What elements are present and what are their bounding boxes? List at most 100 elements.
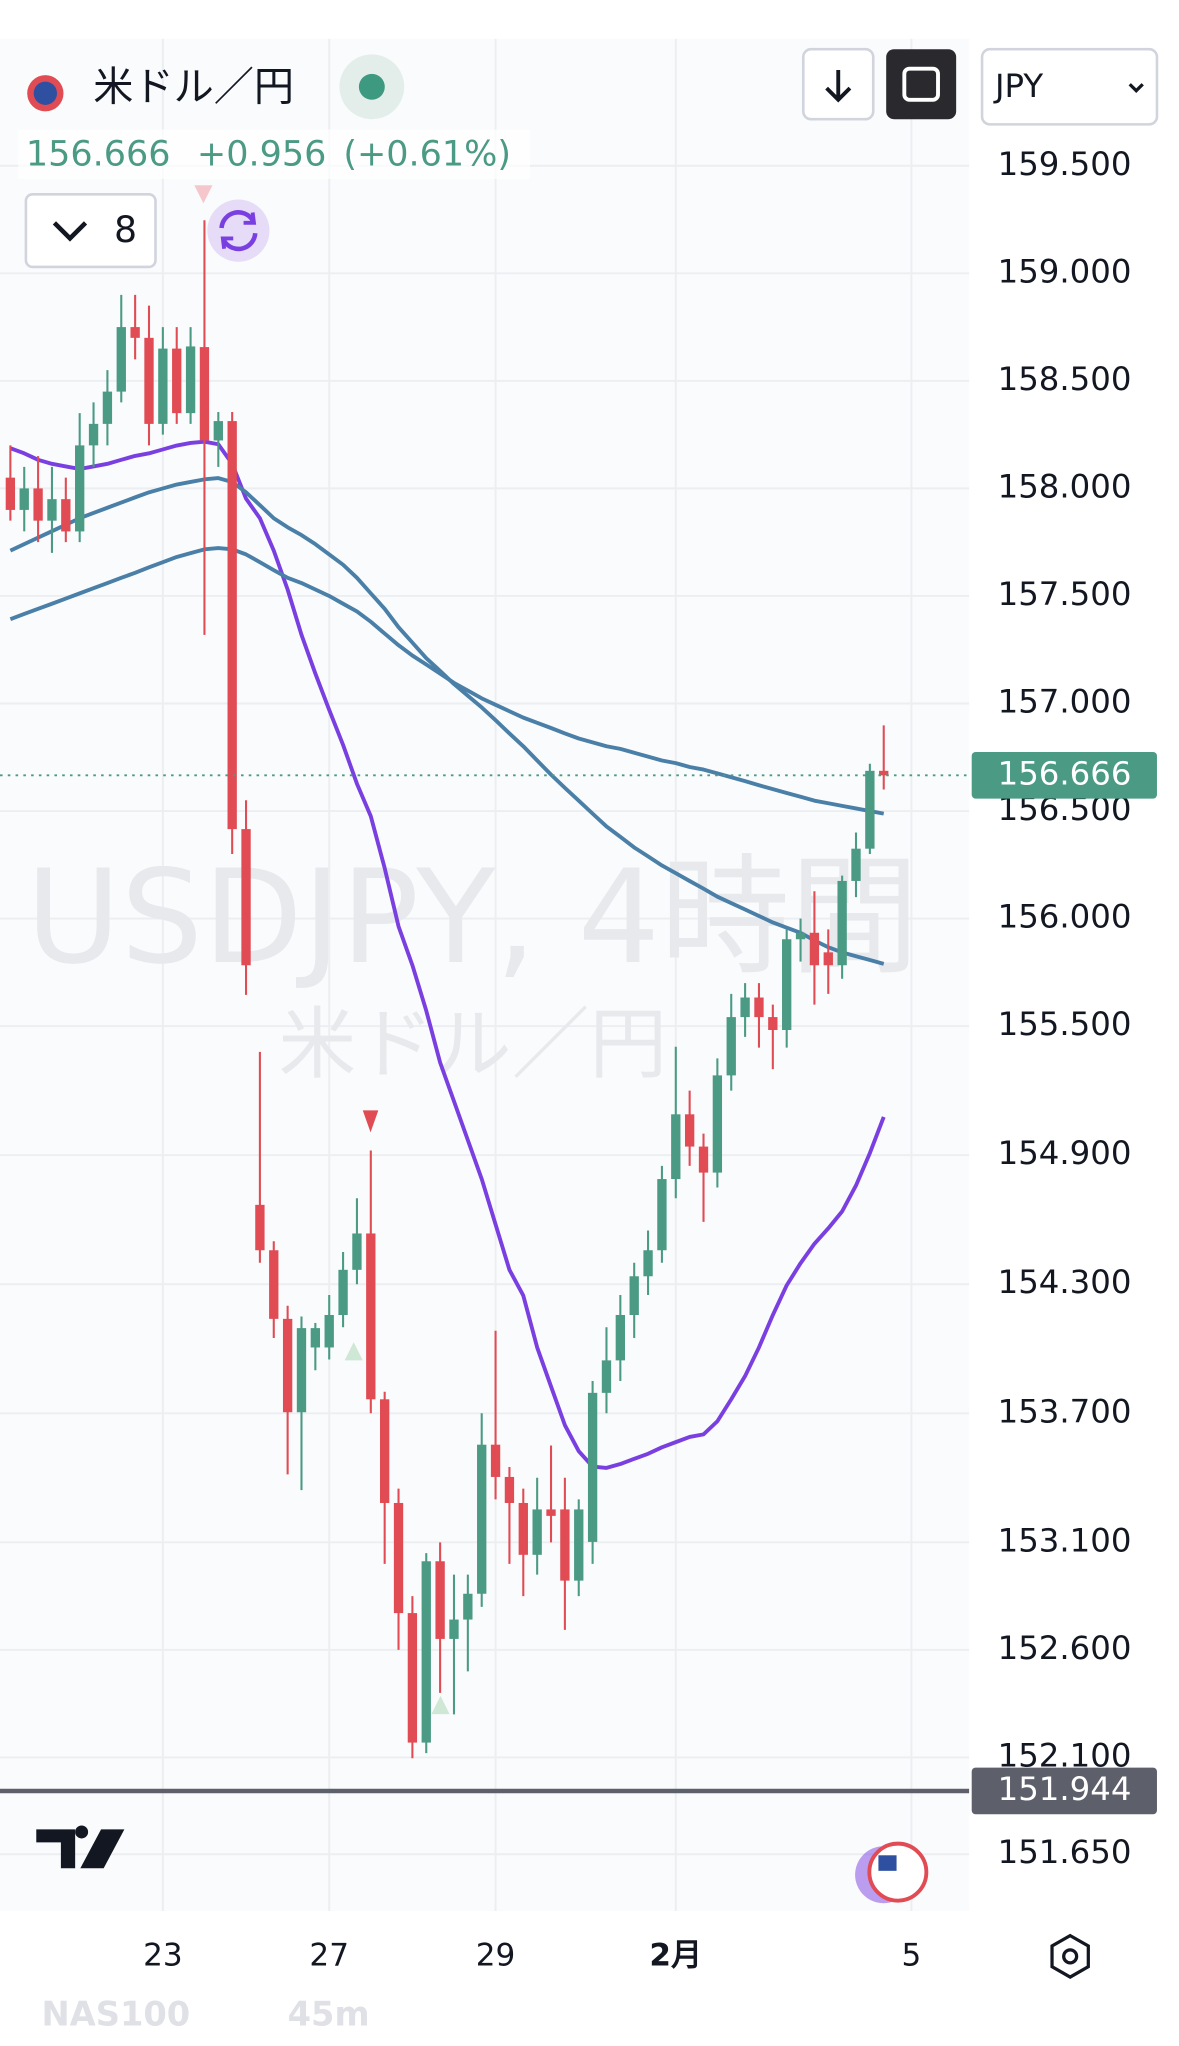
- fullscreen-button[interactable]: [886, 49, 957, 120]
- candle-body: [823, 952, 833, 966]
- candle-body: [657, 1179, 667, 1251]
- y-tick-label: 158.000: [998, 467, 1132, 505]
- watermark: USDJPY, 4時間: [26, 842, 919, 993]
- price-axis: 159.500 159.000 158.500 158.000 157.500 157.0…: [971, 145, 1157, 1871]
- header: 米ドル／円 156.666 +0.956 (+0.61%) 8 JPY: [18, 47, 1159, 269]
- x-tick-label: 5: [902, 1937, 922, 1973]
- price-line-label: 151.944: [998, 1770, 1132, 1808]
- y-tick-label: 159.000: [998, 252, 1132, 290]
- x-tick-label: 2月: [649, 1937, 702, 1973]
- signal-marker: [194, 185, 213, 204]
- candle-body: [684, 1114, 695, 1147]
- candle-body: [269, 1250, 279, 1319]
- candle-body: [33, 488, 43, 521]
- candle-body: [601, 1360, 612, 1393]
- candle-body: [463, 1593, 473, 1620]
- x-tick-label: 29: [476, 1937, 516, 1973]
- candle-body: [61, 499, 71, 532]
- candle-body: [435, 1561, 445, 1639]
- y-tick-label: 157.000: [998, 682, 1132, 720]
- y-tick-label: 151.650: [998, 1833, 1132, 1871]
- currency-label: JPY: [993, 67, 1043, 105]
- candle-body: [560, 1509, 570, 1581]
- currency-flag: [878, 1855, 897, 1871]
- candle-body: [158, 348, 168, 424]
- candle-body: [809, 932, 820, 966]
- candle-body: [88, 423, 99, 446]
- candle-body: [574, 1509, 584, 1581]
- indicator-count: 8: [114, 208, 137, 251]
- candle-body: [449, 1619, 459, 1639]
- y-tick-label: 155.500: [998, 1005, 1132, 1043]
- candle-body: [768, 1017, 778, 1030]
- candle-body: [324, 1314, 334, 1348]
- sync-button[interactable]: [207, 199, 270, 262]
- candle-body: [144, 337, 154, 424]
- candle-body: [393, 1502, 404, 1614]
- chevron-icon: [52, 221, 88, 242]
- price-change: +0.956: [197, 134, 326, 174]
- last-price-label: 156.666: [998, 754, 1132, 792]
- sync-icon: [220, 212, 257, 249]
- candle-body: [865, 770, 875, 849]
- arrow-icon: [825, 69, 852, 103]
- currency-select[interactable]: [980, 47, 1159, 126]
- last-price-tag: [971, 752, 1157, 799]
- plot: [0, 220, 970, 1794]
- y-tick-label: 159.500: [998, 145, 1132, 183]
- y-tick-label: 153.100: [998, 1521, 1132, 1559]
- fullscreen-icon: [902, 66, 940, 102]
- candle-body: [629, 1276, 639, 1315]
- logo: [36, 1829, 125, 1869]
- candle-body: [518, 1502, 528, 1555]
- candle-body: [47, 499, 57, 521]
- candle-body: [102, 391, 113, 424]
- candle-body: [587, 1392, 598, 1542]
- candle-body: [546, 1509, 556, 1516]
- footer-symbol: NAS100: [41, 1994, 190, 2033]
- candle-body: [837, 880, 847, 966]
- candle-body: [213, 421, 223, 441]
- candle-body: [879, 770, 889, 776]
- candle-body: [185, 346, 196, 414]
- candle-body: [310, 1328, 321, 1348]
- settings-icon[interactable]: [1050, 1933, 1090, 1979]
- candle-body: [532, 1509, 542, 1555]
- candle-body: [754, 997, 764, 1018]
- candle-body: [130, 327, 140, 338]
- y-tick-label: 154.900: [998, 1134, 1132, 1172]
- time-axis-background: [0, 1910, 1179, 2046]
- candle-body: [352, 1233, 362, 1270]
- candle-body: [19, 488, 29, 510]
- candle-body: [740, 997, 750, 1018]
- flag-icon: [33, 81, 58, 105]
- sync-icon: [219, 210, 258, 252]
- candle-body: [366, 1233, 376, 1400]
- indicator-toggle[interactable]: [24, 193, 157, 269]
- candle-body: [116, 327, 126, 392]
- x-tick-label: 23: [143, 1937, 183, 1973]
- y-tick-label: 152.600: [998, 1629, 1132, 1667]
- candle-body: [75, 445, 85, 532]
- signal-marker: [362, 1110, 379, 1133]
- y-tick-label: 153.700: [998, 1392, 1132, 1430]
- y-tick-label: 154.300: [998, 1263, 1132, 1301]
- candle-body: [338, 1269, 348, 1315]
- candle-body: [421, 1561, 431, 1743]
- candle-body: [726, 1017, 736, 1076]
- signal-marker: [344, 1342, 363, 1361]
- settings-icon: [1062, 1948, 1079, 1965]
- price-line-tag: [971, 1767, 1157, 1815]
- currency-flag: [867, 1841, 929, 1903]
- candle-body: [851, 848, 861, 881]
- chevron-icon: [1128, 83, 1144, 93]
- footer-interval: 45m: [288, 1994, 370, 2033]
- candle-body: [407, 1613, 418, 1743]
- symbol-name: 米ドル／円: [93, 64, 294, 110]
- price: 156.666: [26, 134, 171, 174]
- candle-body: [671, 1114, 681, 1180]
- candle-body: [241, 829, 251, 966]
- candle-body: [698, 1146, 709, 1173]
